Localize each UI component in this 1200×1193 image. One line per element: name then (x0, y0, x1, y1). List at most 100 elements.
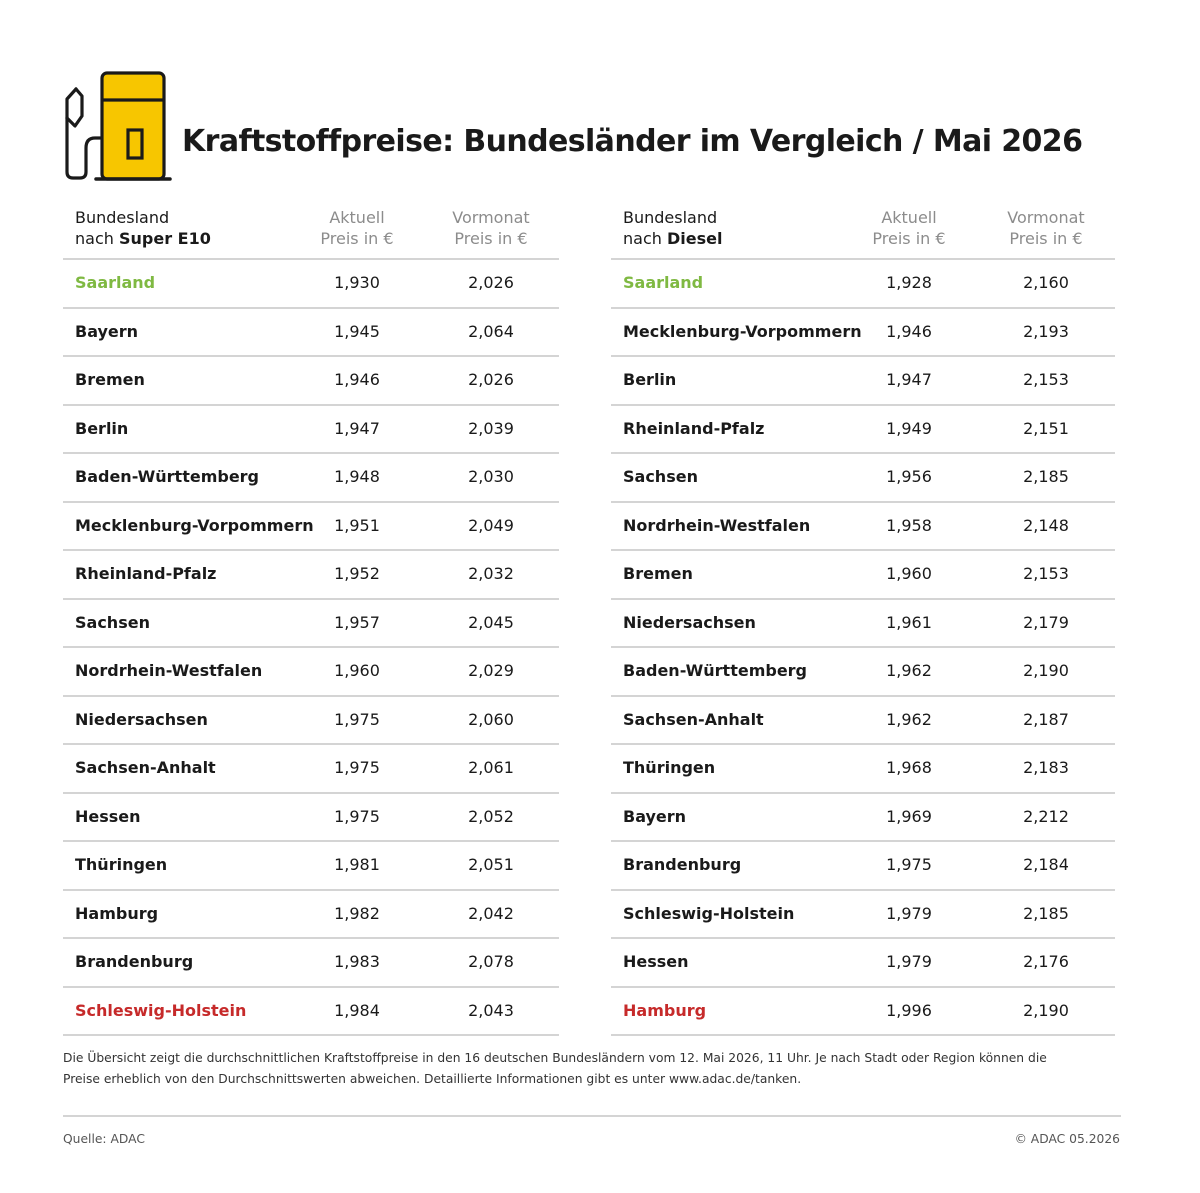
current-price: 1,947 (886, 370, 932, 389)
table-header: Bundesland nach Super E10 Aktuell Preis … (63, 206, 559, 260)
current-price: 1,975 (334, 806, 380, 826)
table-body: Saarland 1,928 2,160 Mecklenburg-Vorpommern… (611, 260, 1115, 1036)
table-row: Saarland 1,930 2,026 (63, 260, 559, 309)
current-price: 1,979 (886, 952, 932, 971)
previous-price: 2,064 (468, 321, 514, 341)
current-price: 1,979 (886, 903, 932, 923)
state-name: Baden-Württemberg (75, 467, 260, 486)
previous-price: 2,029 (468, 661, 514, 680)
current-price: 1,946 (334, 370, 380, 389)
table-row: Thüringen 1,968 2,183 (611, 745, 1115, 794)
state-name: Mecklenburg-Vorpommern (623, 321, 862, 341)
previous-price: 2,026 (468, 370, 514, 389)
previous-price: 2,148 (1023, 515, 1069, 535)
state-name: Thüringen (75, 855, 168, 874)
state-name: Bayern (75, 321, 139, 341)
previous-price: 2,185 (1023, 903, 1069, 923)
table-row: Hamburg 1,996 2,190 (611, 988, 1115, 1036)
previous-price: 2,049 (468, 515, 514, 535)
current-price: 1,958 (886, 515, 932, 535)
previous-price: 2,043 (468, 1000, 514, 1020)
state-name: Thüringen (623, 758, 716, 777)
table-row: Mecklenburg-Vorpommern 1,946 2,193 (611, 309, 1115, 357)
current-price: 1,952 (334, 564, 380, 583)
current-price: 1,951 (334, 515, 380, 535)
state-name: Brandenburg (75, 952, 194, 971)
previous-price: 2,176 (1023, 952, 1069, 971)
state-name: Brandenburg (623, 855, 742, 874)
previous-price: 2,153 (1023, 564, 1069, 583)
table-row: Bayern 1,945 2,064 (63, 309, 559, 357)
state-name: Mecklenburg-Vorpommern (75, 515, 314, 535)
state-name: Hamburg (75, 903, 159, 923)
table-row: Schleswig-Holstein 1,984 2,043 (63, 988, 559, 1036)
table-row: Hessen 1,979 2,176 (611, 939, 1115, 988)
state-name: Rheinland-Pfalz (623, 418, 765, 438)
table-row: Thüringen 1,981 2,051 (63, 842, 559, 891)
copyright-note: © ADAC 05.2026 (1014, 1132, 1120, 1146)
current-price: 1,984 (334, 1000, 380, 1020)
state-name: Bremen (623, 564, 693, 583)
table-row: Sachsen-Anhalt 1,962 2,187 (611, 697, 1115, 745)
current-price: 1,960 (886, 564, 932, 583)
previous-price: 2,030 (468, 467, 514, 486)
table-row: Saarland 1,928 2,160 (611, 260, 1115, 309)
current-price: 1,947 (334, 418, 380, 438)
current-price: 1,956 (886, 467, 932, 486)
previous-price: 2,183 (1023, 758, 1069, 777)
state-name: Rheinland-Pfalz (75, 564, 217, 583)
previous-price: 2,160 (1023, 273, 1069, 292)
table-row: Baden-Württemberg 1,948 2,030 (63, 454, 559, 503)
fuel-pump-icon (65, 71, 172, 181)
table-row: Sachsen 1,956 2,185 (611, 454, 1115, 503)
current-price: 1,996 (886, 1000, 932, 1020)
previous-price: 2,042 (468, 903, 514, 923)
table-body: Saarland 1,930 2,026 Bayern 1,945 2,064 Bremen… (63, 260, 559, 1036)
previous-price: 2,078 (468, 952, 514, 971)
table-row: Niedersachsen 1,975 2,060 (63, 697, 559, 745)
current-price: 1,975 (334, 758, 380, 777)
state-name: Baden-Württemberg (623, 661, 808, 680)
state-name: Niedersachsen (623, 612, 756, 632)
state-name: Schleswig-Holstein (75, 1000, 247, 1020)
table-row: Rheinland-Pfalz 1,949 2,151 (611, 406, 1115, 454)
previous-price: 2,026 (468, 273, 514, 292)
state-name: Hamburg (623, 1000, 707, 1020)
column-header-current: Aktuell Preis in € (872, 208, 946, 248)
current-price: 1,975 (334, 709, 380, 729)
table-row: Sachsen 1,957 2,045 (63, 600, 559, 648)
current-price: 1,969 (886, 806, 932, 826)
table-row: Bremen 1,960 2,153 (611, 551, 1115, 600)
page-title: Kraftstoffpreise: Bundesländer im Vergle… (182, 124, 1083, 159)
current-price: 1,962 (886, 661, 932, 680)
state-name: Saarland (623, 273, 704, 292)
table-row: Nordrhein-Westfalen 1,960 2,029 (63, 648, 559, 697)
current-price: 1,928 (886, 273, 932, 292)
previous-price: 2,153 (1023, 370, 1069, 389)
previous-price: 2,190 (1023, 661, 1069, 680)
table-row: Baden-Württemberg 1,962 2,190 (611, 648, 1115, 697)
state-name: Niedersachsen (75, 709, 208, 729)
previous-price: 2,212 (1023, 806, 1069, 826)
table-row: Hessen 1,975 2,052 (63, 794, 559, 842)
table-row: Berlin 1,947 2,153 (611, 357, 1115, 406)
current-price: 1,962 (886, 709, 932, 729)
previous-price: 2,187 (1023, 709, 1069, 729)
column-header-bundesland: Bundesland nach Super E10 (75, 208, 211, 248)
state-name: Sachsen (623, 467, 698, 486)
previous-price: 2,045 (468, 612, 514, 632)
table-row: Berlin 1,947 2,039 (63, 406, 559, 454)
column-header-previous: Vormonat Preis in € (1007, 208, 1085, 248)
previous-price: 2,032 (468, 564, 514, 583)
state-name: Bremen (75, 370, 145, 389)
column-header-current: Aktuell Preis in € (320, 208, 394, 248)
table-super-e10: Bundesland nach Super E10 Aktuell Preis … (63, 206, 559, 1036)
state-name: Berlin (623, 370, 677, 389)
previous-price: 2,190 (1023, 1000, 1069, 1020)
table-header: Bundesland nach Diesel Aktuell Preis in … (611, 206, 1115, 260)
state-name: Sachsen-Anhalt (75, 758, 216, 777)
current-price: 1,961 (886, 612, 932, 632)
table-row: Brandenburg 1,983 2,078 (63, 939, 559, 988)
table-row: Sachsen-Anhalt 1,975 2,061 (63, 745, 559, 794)
current-price: 1,982 (334, 903, 380, 923)
